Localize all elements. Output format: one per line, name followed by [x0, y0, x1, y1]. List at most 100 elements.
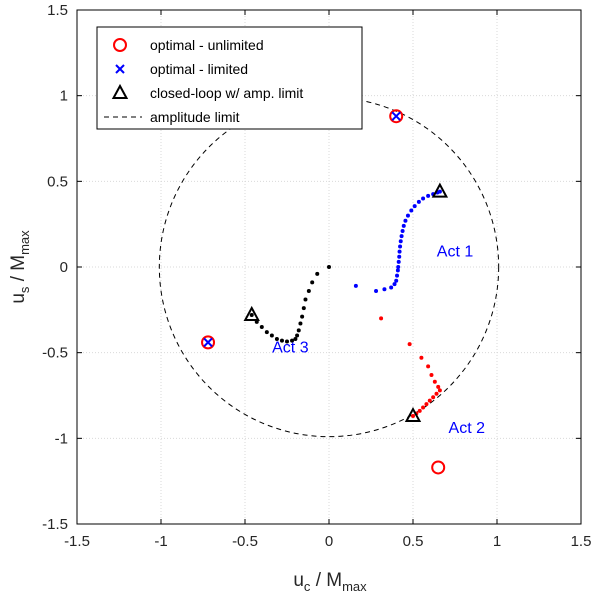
y-tick-label: 1 [60, 88, 68, 105]
trajectory-point [411, 414, 415, 419]
y-tick-label: 0 [60, 259, 68, 276]
trajectory-point [269, 333, 274, 338]
trajectory-point [416, 199, 421, 204]
optimal-unlimited-marker [389, 109, 404, 124]
trajectory-point [437, 388, 442, 393]
trajectory-point [407, 342, 412, 347]
trajectory-point [434, 391, 439, 396]
closed-loop-marker [404, 406, 422, 423]
trajectory-point [421, 196, 426, 201]
trajectory-point [374, 288, 379, 293]
trajectory-point [264, 330, 269, 335]
trajectory-point [301, 306, 306, 311]
trajectory-point [310, 280, 315, 285]
optimal-limited-marker [115, 64, 125, 74]
trajectory-point [274, 336, 279, 341]
trajectory-point [259, 324, 264, 329]
ticks: -1.5 -1 -0.5 0 0.5 1 1.5 -1.5 -1 -0.5 0 0.5 1 1.5 [42, 2, 591, 550]
trajectory-point [394, 278, 399, 283]
act-label: Act 2 [449, 420, 486, 437]
trajectory-point [421, 405, 426, 410]
x-stroke [203, 337, 213, 348]
trajectory-point [279, 338, 284, 343]
act-labels: Act 1 Act 2 Act 3 [272, 244, 485, 437]
trajectory-point [296, 328, 301, 333]
x-axis-label: uc / Mmax [293, 570, 367, 594]
x-tick-label: -1 [154, 533, 167, 550]
optimal-limited-marker [391, 111, 401, 121]
trajectory-point [389, 285, 394, 290]
x-tick-label: 0 [325, 533, 333, 550]
trajectory-point [426, 193, 431, 198]
optimal-limited-marker [203, 337, 213, 348]
trajectory-point [392, 282, 397, 287]
trajectory-point [409, 208, 414, 213]
trajectory-point [249, 312, 254, 317]
trajectory-point [327, 265, 331, 269]
trajectory-point [417, 408, 422, 413]
trajectory-point [353, 283, 358, 288]
trajectory-point [432, 379, 437, 384]
y-tick-label: -1.5 [42, 516, 68, 533]
y-tick-label: -1 [55, 430, 68, 447]
trajectory-point [315, 271, 320, 276]
trajectory-point [285, 339, 289, 344]
legend-label: closed-loop w/ amp. limit [150, 85, 303, 101]
trajectory-point [401, 223, 406, 228]
trajectory-point [293, 336, 298, 341]
trajectory-point [424, 402, 429, 407]
trajectory-point [397, 249, 402, 254]
trajectory-point [382, 287, 387, 292]
trajectory-point [429, 372, 434, 377]
trajectory-point [399, 234, 404, 239]
closed-loop-marker [431, 182, 449, 198]
y-tick-label: 1.5 [47, 2, 68, 19]
x-stroke [391, 111, 401, 121]
trajectory-point [398, 239, 403, 244]
closed-loop-marker [243, 305, 260, 321]
y-tick-label: -0.5 [42, 345, 68, 362]
legend-label: optimal - limited [150, 61, 248, 77]
x-tick-label: 1 [493, 533, 501, 550]
trajectory-point [300, 314, 305, 319]
trajectory-point [303, 297, 308, 302]
amplitude-limit-circle [158, 96, 500, 438]
x-tick-label: -1.5 [64, 533, 90, 550]
legend-box [96, 26, 363, 130]
x-tick-label: 1.5 [571, 533, 592, 550]
trajectory-point [426, 364, 431, 369]
x-stroke [115, 64, 125, 74]
trajectory-point [403, 218, 408, 223]
act-label: Act 1 [437, 244, 474, 261]
act-label: Act 3 [272, 340, 309, 357]
trajectory-point [397, 254, 402, 259]
trajectory-point [298, 321, 303, 326]
optimal-unlimited-marker [431, 460, 446, 475]
legend-label: optimal - unlimited [150, 37, 264, 53]
trajectory-point [400, 229, 405, 234]
plot-frame [76, 9, 582, 525]
x-tick-label: 0.5 [403, 533, 424, 550]
optimal-unlimited-marker [201, 335, 216, 350]
trajectory-point [396, 265, 401, 269]
trajectory-point [431, 395, 436, 400]
trajectory-point [295, 333, 300, 338]
trajectory-point [379, 316, 384, 321]
trajectory-point [395, 273, 400, 278]
trajectory-point [405, 213, 410, 218]
legend-label: amplitude limit [150, 109, 240, 125]
trajectory-point [398, 244, 403, 249]
legend: optimal - unlimited optimal - limited clos… [96, 26, 363, 130]
x-tick-label: -0.5 [232, 533, 258, 550]
trajectory-point [419, 355, 424, 360]
trajectory-point [395, 268, 400, 273]
y-tick-label: 0.5 [47, 173, 68, 190]
optimal-unlimited-marker [113, 38, 127, 52]
trajectory-point [436, 384, 441, 389]
closed-loop-marker [111, 83, 129, 99]
trajectory-point [306, 288, 311, 293]
trajectory-point [396, 259, 401, 264]
trajectory-point [437, 189, 442, 194]
trajectory-point [412, 204, 417, 209]
